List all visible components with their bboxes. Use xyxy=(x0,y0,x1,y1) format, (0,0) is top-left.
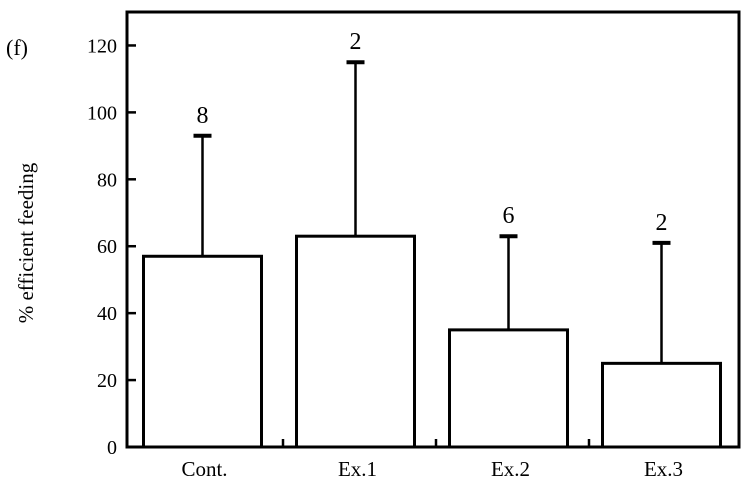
bar xyxy=(295,234,416,449)
y-tick-label: 40 xyxy=(97,303,117,325)
y-tick-label: 20 xyxy=(97,370,117,392)
y-tick-label: 60 xyxy=(97,236,117,258)
sample-size-label: 2 xyxy=(350,29,362,55)
x-tick-label: Ex.3 xyxy=(644,457,683,481)
y-tick-label: 80 xyxy=(97,169,117,191)
x-tick-label: Ex.1 xyxy=(338,457,377,481)
x-tick-label: Ex.2 xyxy=(491,457,530,481)
sample-size-label: 6 xyxy=(503,203,515,229)
panel-label: (f) xyxy=(6,35,28,60)
bar xyxy=(142,254,263,449)
x-tick-label: Cont. xyxy=(181,457,227,481)
bar xyxy=(448,328,569,449)
y-tick-label: 100 xyxy=(87,102,117,124)
y-tick-label: 120 xyxy=(87,35,117,57)
plot-frame xyxy=(125,10,741,449)
y-axis-label: % efficient feeding xyxy=(14,162,38,323)
y-tick-label: 0 xyxy=(107,437,117,459)
sample-size-label: 2 xyxy=(656,210,668,236)
bar xyxy=(601,361,722,449)
sample-size-label: 8 xyxy=(197,103,209,129)
